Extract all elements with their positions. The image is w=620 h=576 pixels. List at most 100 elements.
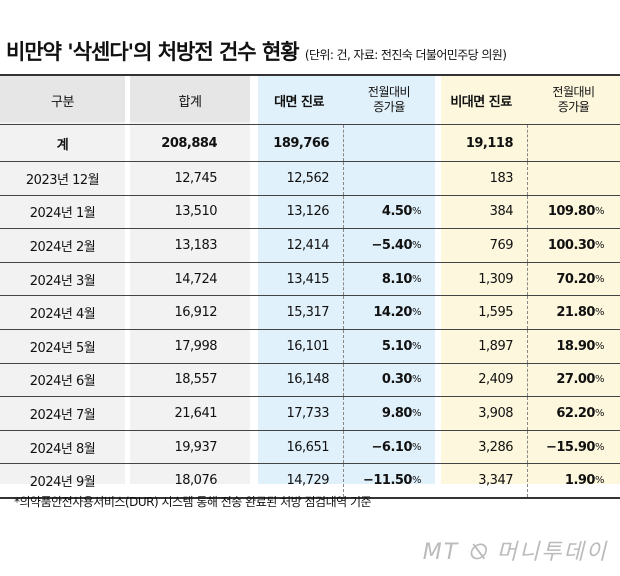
cell-sum-value: 18,076 [174, 473, 218, 489]
cell-nonface: 3,286 [435, 440, 527, 455]
table-row: 2024년 9월 18,076 14,729 −11.50% 3,347 1.90% [0, 464, 620, 499]
cell-nonface-value: 2,409 [478, 372, 513, 388]
cell-face-rate-value: −6.10 [371, 439, 413, 455]
cell-nonface: 19,118 [435, 136, 527, 151]
cell-sum-value: 12,745 [174, 170, 218, 186]
cell-nonface: 769 [435, 238, 527, 253]
cell-face: 17,733 [255, 406, 343, 421]
cell-nonface-rate: 70.20% [527, 262, 620, 296]
header-sum: 합계 [178, 94, 202, 110]
header-face-rate: 전월대비 증가율 [343, 76, 435, 124]
cell-nonface: 1,309 [435, 272, 527, 287]
col-bg-face [258, 74, 435, 484]
cell-nonface: 1,897 [435, 339, 527, 354]
cell-label: 2024년 1월 [0, 202, 125, 221]
cell-face: 16,101 [255, 339, 343, 354]
cell-label-value: 2024년 8월 [29, 441, 96, 457]
cell-label-value: 2024년 1월 [29, 206, 96, 222]
header-nonface: 비대면 진료 [450, 94, 512, 110]
cell-face-rate-value: 8.10 [381, 271, 413, 287]
cell-label-value: 계 [56, 137, 69, 153]
cell-sum-value: 18,557 [174, 372, 218, 388]
table-row: 2024년 5월 17,998 16,101 5.10% 1,897 18.90% [0, 329, 620, 364]
cell-label: 2023년 12월 [0, 169, 125, 188]
cell-face-value: 13,415 [286, 271, 330, 287]
cell-label: 계 [0, 134, 125, 153]
percent-sign: % [594, 374, 605, 386]
head-bg [0, 74, 125, 122]
cell-nonface-rate-value: −15.90 [545, 439, 596, 455]
cell-sum: 12,745 [125, 171, 255, 186]
cell-face-rate-value: 5.10 [381, 338, 413, 354]
cell-label: 2024년 2월 [0, 236, 125, 255]
percent-sign: % [594, 206, 605, 218]
cell-sum-value: 13,510 [174, 204, 218, 220]
percent-sign: % [411, 475, 422, 487]
cell-nonface: 1,595 [435, 305, 527, 320]
cell-label: 2024년 7월 [0, 404, 125, 423]
header-face: 대면 진료 [274, 94, 324, 110]
cell-face-value: 16,651 [286, 439, 330, 455]
table-row: 2024년 7월 21,641 17,733 9.80% 3,908 62.20% [0, 397, 620, 431]
cell-label-value: 2024년 3월 [29, 273, 96, 289]
cell-sum: 208,884 [125, 136, 255, 151]
cell-sum: 18,557 [125, 372, 255, 387]
cell-face: 15,317 [255, 305, 343, 320]
cell-face-rate-value: −11.50 [362, 473, 413, 489]
cell-face: 12,414 [255, 238, 343, 253]
cell-label: 2024년 8월 [0, 438, 125, 457]
percent-sign: % [594, 239, 605, 251]
header-nonface-rate: 전월대비 증가율 [527, 76, 620, 124]
table-row: 2024년 2월 13,183 12,414 −5.40% 769 100.30% [0, 229, 620, 263]
cell-sum-value: 208,884 [161, 135, 217, 151]
cell-nonface-rate-value: 18.90 [556, 338, 595, 354]
cell-face-rate: 9.80% [343, 397, 435, 430]
percent-sign: % [411, 374, 422, 386]
cell-label-value: 2024년 5월 [29, 340, 96, 356]
table-row: 2024년 4월 16,912 15,317 14.20% 1,595 21.80% [0, 296, 620, 330]
cell-label-value: 2024년 4월 [29, 307, 96, 323]
cell-face-value: 14,729 [286, 473, 330, 489]
cell-face-rate [343, 125, 435, 161]
header-text: 전월대비 [552, 85, 595, 99]
cell-face-value: 16,148 [286, 372, 330, 388]
col-bg-nonface [441, 74, 620, 484]
percent-sign: % [411, 206, 422, 218]
cell-sum: 14,724 [125, 272, 255, 287]
cell-nonface-rate: −15.90% [527, 430, 620, 464]
cell-face: 16,148 [255, 372, 343, 387]
cell-nonface: 3,347 [435, 473, 527, 488]
cell-nonface-rate-value: 1.90 [564, 473, 596, 489]
cell-nonface: 2,409 [435, 372, 527, 387]
publisher-logo: MT ⦰ 머니투데이 [422, 540, 608, 565]
cell-sum-value: 19,937 [174, 439, 218, 455]
cell-sum: 16,912 [125, 305, 255, 320]
col-bg-sum [130, 74, 250, 484]
header-text: 증가율 [557, 100, 590, 114]
cell-nonface-rate: 62.20% [527, 397, 620, 430]
cell-sum: 21,641 [125, 406, 255, 421]
percent-sign: % [411, 307, 422, 319]
percent-sign: % [594, 407, 605, 419]
cell-face-value: 12,562 [286, 170, 330, 186]
cell-label-value: 2023년 12월 [25, 172, 100, 188]
cell-nonface-rate [527, 125, 620, 161]
cell-nonface-rate-value: 62.20 [556, 405, 595, 421]
cell-sum: 13,510 [125, 204, 255, 219]
cell-sum-value: 16,912 [174, 305, 218, 321]
cell-face-rate: −5.40% [343, 229, 435, 262]
cell-nonface-rate-value: 100.30 [547, 237, 596, 253]
cell-nonface-rate-value: 109.80 [547, 204, 596, 220]
cell-face-rate: −6.10% [343, 430, 435, 464]
cell-label: 2024년 3월 [0, 270, 125, 289]
cell-nonface-value: 1,595 [478, 305, 513, 321]
cell-face-rate: 14.20% [343, 296, 435, 329]
cell-face-rate-value: 14.20 [373, 305, 412, 321]
cell-nonface-value: 1,897 [478, 338, 513, 354]
cell-sum-value: 14,724 [174, 271, 218, 287]
cell-face: 16,651 [255, 440, 343, 455]
percent-sign: % [411, 441, 422, 453]
cell-face: 14,729 [255, 473, 343, 488]
cell-label: 2024년 4월 [0, 303, 125, 322]
